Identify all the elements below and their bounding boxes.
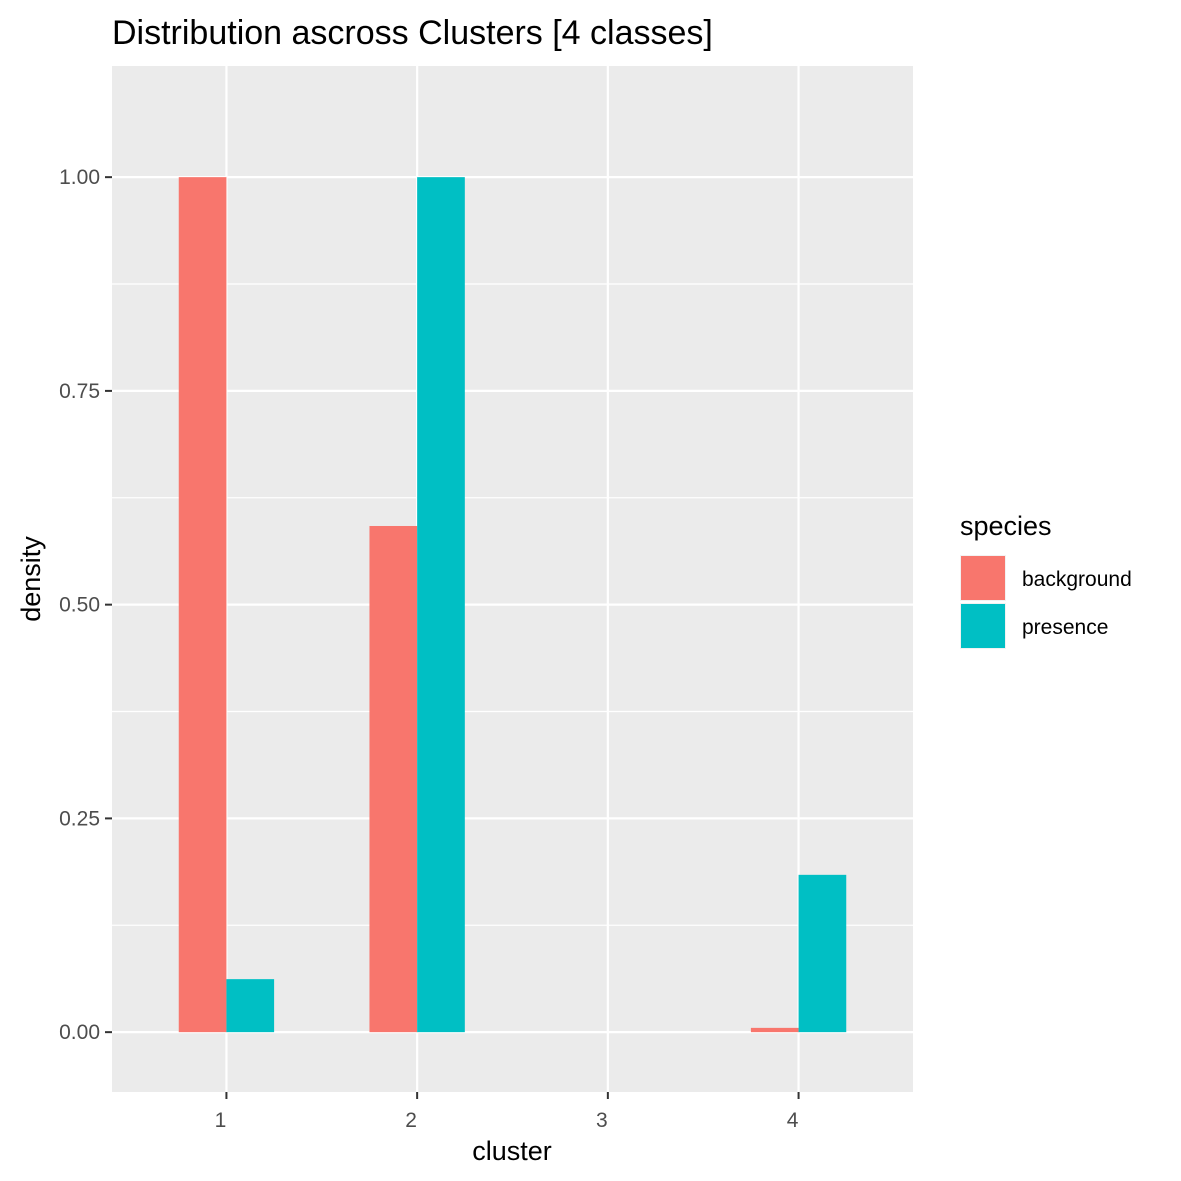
bars [178,177,847,1033]
y-axis: 0.00 0.25 0.50 0.75 1.00 [59,166,112,1044]
x-tick-label: 2 [405,1109,417,1132]
legend-swatch-presence [961,604,1005,648]
x-axis: 1 2 3 4 [215,1092,800,1132]
legend-label-presence: presence [1022,616,1108,639]
legend-swatch-background [961,556,1005,600]
bar-background-cluster-1 [178,177,227,1033]
plot-panel [112,66,913,1092]
x-axis-title: cluster [472,1136,552,1166]
bar-presence-cluster-4 [798,874,847,1033]
bar-presence-cluster-2 [417,177,465,1033]
y-tick-label: 0.00 [59,1021,100,1044]
bar-background-cluster-4 [750,1027,799,1033]
x-tick-label: 3 [596,1109,608,1132]
bar-background-cluster-2 [369,525,418,1033]
legend-label-background: background [1022,568,1132,591]
y-tick-label: 0.75 [59,380,100,403]
bar-presence-cluster-1 [226,979,275,1033]
x-tick-label: 4 [787,1109,799,1132]
y-tick-label: 1.00 [59,166,100,189]
minor-gridlines [112,283,913,926]
y-tick-label: 0.25 [59,807,100,830]
y-axis-title: density [16,536,46,622]
legend: species background presence [960,511,1132,649]
legend-title: species [960,511,1052,541]
chart-title: Distribution ascross Clusters [4 classes… [112,14,713,52]
x-tick-label: 1 [215,1109,227,1132]
y-tick-label: 0.50 [59,594,100,617]
